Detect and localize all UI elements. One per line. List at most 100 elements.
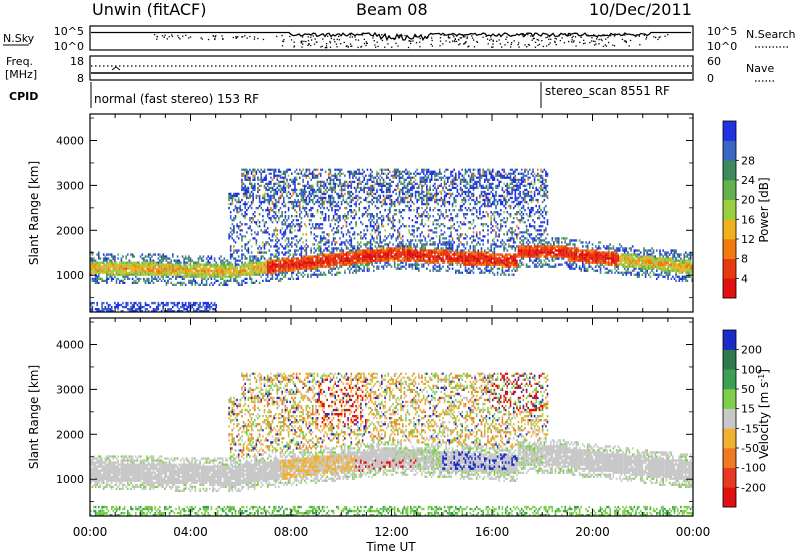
noise-search-dot <box>329 46 332 48</box>
noise-search-dot <box>624 40 626 42</box>
noise-search-dot <box>492 43 494 45</box>
noise-search-dot <box>316 41 318 43</box>
noise-search-dot <box>549 35 551 38</box>
colorbar-frame <box>722 120 737 299</box>
noise-search-dot <box>455 40 458 43</box>
noise-search-dot <box>625 40 627 43</box>
noise-search-dot <box>327 35 329 37</box>
noise-search-dot <box>614 34 616 36</box>
noise-search-dot <box>443 34 445 36</box>
noise-search-dot <box>214 38 216 40</box>
colorbar-tick-label: -200 <box>741 481 766 494</box>
noise-search-dot <box>283 39 285 41</box>
power-y-ticks: 1000 2000 3000 4000 <box>56 117 693 299</box>
time-tick-label: 20:00 <box>575 525 610 539</box>
noise-search-dot <box>541 40 543 42</box>
noise-search-dot <box>394 38 397 40</box>
noise-search-dot <box>246 37 248 39</box>
noise-search-dot <box>574 36 577 38</box>
noise-search-dot <box>545 45 548 47</box>
noise-search-dot <box>412 40 414 42</box>
noise-search-dot <box>448 35 450 37</box>
noise-search-dot <box>308 43 310 46</box>
noise-search-dot <box>518 42 520 44</box>
noise-search-dot <box>638 35 640 37</box>
noise-search-dot <box>334 41 336 43</box>
noise-search-dot <box>365 41 367 43</box>
noise-search-dot <box>629 39 632 42</box>
noise-search-dot <box>465 42 467 44</box>
noise-search-dot <box>490 38 492 40</box>
noise-search-dot <box>410 42 412 45</box>
noise-search-dot <box>290 39 293 41</box>
noise-search-dot <box>536 38 538 41</box>
noise-search-dot <box>549 42 551 44</box>
noise-search-dot <box>594 40 596 43</box>
time-axis-label: Time UT <box>365 540 416 554</box>
noise-search-dot <box>171 35 174 38</box>
noise-search-dot <box>490 36 492 38</box>
noise-search-dot <box>398 34 400 36</box>
colorbar-tick-label: 16 <box>741 213 755 226</box>
nave-label: Nave <box>746 62 774 75</box>
y-tick-label: 4000 <box>56 338 84 351</box>
noise-search-dot <box>310 39 313 41</box>
noise-search-dot <box>610 35 612 37</box>
noise-search-dot <box>491 46 493 48</box>
n-search-label: N.Search <box>746 28 796 41</box>
noise-search-dot <box>253 36 256 38</box>
noise-search-dot <box>377 45 379 48</box>
noise-search-dot <box>408 40 410 42</box>
noise-search-dot <box>222 38 224 40</box>
noise-search-dot <box>506 36 508 38</box>
noise-search-dot <box>329 40 331 43</box>
noise-search-dot <box>262 38 265 41</box>
colorbar-tick-label: -50 <box>741 442 759 455</box>
noise-search-dot <box>554 37 556 40</box>
noise-search-dot <box>530 35 532 37</box>
noise-search-dot <box>363 42 366 45</box>
colorbar-swatch <box>723 160 736 181</box>
noise-search-dot <box>338 39 340 41</box>
colorbar-tick-label: 100 <box>741 363 762 376</box>
colorbar-swatch <box>723 467 736 488</box>
noise-search-dot <box>601 39 603 42</box>
noise-search-dot <box>591 37 593 39</box>
heatmap-cells <box>91 237 694 287</box>
noise-search-dot <box>281 45 284 47</box>
velocity-range-axis-label: Slant Range [km] <box>27 365 41 469</box>
noise-search-dot <box>415 42 418 44</box>
noise-search-dot <box>419 37 421 40</box>
noise-search-dot <box>595 43 597 45</box>
noise-search-dot <box>625 41 627 43</box>
noise-search-dot <box>460 37 462 39</box>
noise-search-dot <box>466 36 469 38</box>
noise-search-dot <box>526 46 528 48</box>
noise-search-dot <box>351 36 353 38</box>
noise-search-dot <box>613 35 616 37</box>
noise-search-dot <box>384 46 386 48</box>
colorbar-tick-label: -100 <box>741 462 766 475</box>
noise-search-dot <box>336 38 338 41</box>
noise-search-dot <box>289 35 291 38</box>
noise-search-dot <box>561 37 563 39</box>
noise-search-dot <box>466 37 468 40</box>
colorbar-tick-label: -15 <box>741 422 759 435</box>
noise-search-dot <box>623 40 626 42</box>
noise-search-dot <box>325 43 328 45</box>
y-tick-label: 3000 <box>56 179 84 192</box>
noise-search-dot <box>372 35 375 37</box>
noise-search-dot <box>593 34 595 36</box>
noise-search-dot <box>207 38 210 41</box>
noise-search-dot <box>596 38 598 40</box>
noise-search-dot <box>612 44 614 46</box>
noise-search-dot <box>310 36 312 38</box>
heatmap-cells <box>228 372 549 470</box>
noise-search-dot <box>161 35 164 37</box>
noise-search-dot <box>293 46 295 48</box>
noise-search-dot <box>658 36 660 39</box>
noise-search-dot <box>555 44 557 46</box>
velocity-panel: 1000 2000 3000 4000 Slant Range [km] 200 100… <box>27 317 771 517</box>
noise-search-dot <box>645 38 647 40</box>
noise-search-dot <box>605 45 608 47</box>
